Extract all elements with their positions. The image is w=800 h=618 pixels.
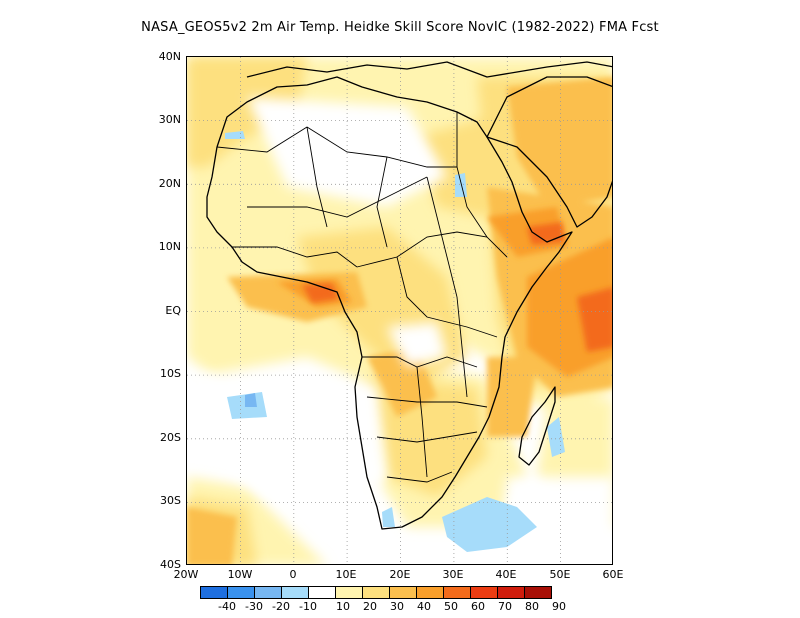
colorbar-swatch: [362, 586, 390, 599]
lat-label-40n: 40N: [158, 50, 181, 63]
lon-label-20e: 20E: [389, 568, 411, 581]
lat-label-20n: 20N: [158, 177, 181, 190]
field-orange-sw: [187, 507, 237, 564]
lat-label-30n: 30N: [158, 113, 181, 126]
colorbar-swatch: [308, 586, 336, 599]
lon-label-60e: 60E: [602, 568, 624, 581]
colorbar-swatch: [227, 586, 255, 599]
field-blue-sw: [382, 507, 395, 527]
lat-label-10s: 10S: [160, 367, 181, 380]
colorbar: [200, 586, 552, 599]
lon-label-40e: 40E: [495, 568, 517, 581]
colorbar-label: -40: [218, 600, 236, 613]
field-blue-deep-sa: [245, 393, 257, 407]
colorbar-swatch: [443, 586, 471, 599]
colorbar-label: 30: [390, 600, 404, 613]
colorbar-swatch: [470, 586, 498, 599]
colorbar-labels: -40 -30 -20 -10 10 20 30 40 50 60 70 80 …: [0, 600, 800, 616]
colorbar-swatch: [524, 586, 552, 599]
lat-label-40s: 40S: [160, 558, 181, 571]
colorbar-swatch: [281, 586, 309, 599]
colorbar-label: 80: [525, 600, 539, 613]
lon-label-10w: 10W: [227, 568, 253, 581]
colorbar-label: 60: [471, 600, 485, 613]
map-panel: [186, 56, 613, 565]
field-white-congo: [387, 322, 447, 367]
lat-label-30s: 30S: [160, 494, 181, 507]
field-red-gulf: [302, 283, 339, 303]
field-white-south-indian: [497, 477, 612, 564]
colorbar-label: 20: [363, 600, 377, 613]
colorbar-label: -30: [245, 600, 263, 613]
colorbar-label: 70: [498, 600, 512, 613]
africa-coastline: [206, 76, 573, 530]
field-blue-madagascar-e: [547, 417, 565, 457]
colorbar-label: 90: [552, 600, 566, 613]
colorbar-swatch: [389, 586, 417, 599]
colorbar-label: 40: [417, 600, 431, 613]
field-orange-angola: [367, 347, 437, 417]
europe-coast: [246, 61, 612, 78]
colorbar-label: 10: [336, 600, 350, 613]
field-blue-sa-coast: [442, 497, 537, 552]
lat-label-eq: EQ: [165, 304, 181, 317]
colorbar-swatch: [254, 586, 282, 599]
field-blue-sahara: [455, 173, 467, 197]
field-red-indian: [577, 287, 612, 352]
coastlines: [206, 61, 612, 530]
lon-label-10e: 10E: [335, 568, 357, 581]
field-deep-orange-red-sea: [487, 207, 567, 257]
arabia-outline: [486, 76, 612, 228]
lat-label-20s: 20S: [160, 431, 181, 444]
skill-score-map: [187, 57, 612, 564]
colorbar-swatch: [200, 586, 228, 599]
lat-label-10n: 10N: [158, 240, 181, 253]
lon-label-30e: 30E: [442, 568, 464, 581]
field-mid-nw: [187, 57, 307, 167]
lon-label-0: 0: [289, 568, 297, 581]
colorbar-swatch: [416, 586, 444, 599]
country-borders: [216, 112, 508, 483]
madagascar-outline: [518, 386, 556, 466]
colorbar-label: 50: [444, 600, 458, 613]
lon-label-20w: 20W: [173, 568, 199, 581]
colorbar-label: -10: [299, 600, 317, 613]
colorbar-swatch: [497, 586, 525, 599]
map-title: NASA_GEOS5v2 2m Air Temp. Heidke Skill S…: [141, 20, 659, 35]
lon-label-50e: 50E: [549, 568, 571, 581]
graticule: [187, 57, 612, 564]
colorbar-swatch: [335, 586, 363, 599]
colorbar-label: -20: [272, 600, 290, 613]
field-orange-arabia: [507, 77, 612, 207]
skill-field: [187, 57, 612, 564]
field-orange-mozambique: [487, 357, 537, 437]
